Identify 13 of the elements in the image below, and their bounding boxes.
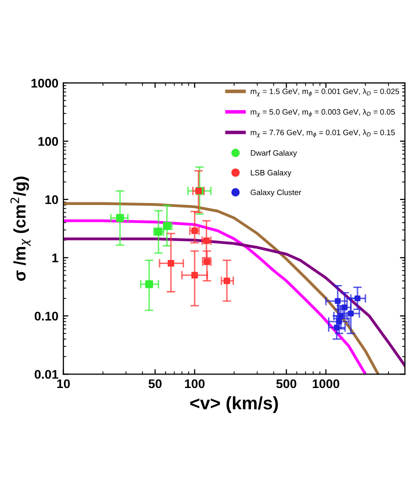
x-tick-label: 500 bbox=[276, 379, 296, 388]
y-axis-title: σ /m$_{χ}$ (cm$^{2}$/g) bbox=[10, 176, 31, 281]
y-tick-label: 1000 bbox=[32, 78, 58, 88]
y-tick-label: 0.10 bbox=[34, 312, 58, 321]
x-tick-label: 10 bbox=[57, 379, 70, 388]
x-tick-label: 50 bbox=[148, 379, 162, 388]
x-tick-label: 100 bbox=[185, 379, 205, 388]
y-tick-label: 100 bbox=[38, 137, 58, 146]
x-tick-label: 1000 bbox=[312, 379, 340, 388]
y-tick-label: 10 bbox=[45, 195, 58, 204]
x-axis-title: <v> (km/s) bbox=[190, 396, 278, 414]
y-tick-label: 0.01 bbox=[34, 370, 58, 379]
y-tick-label: 1 bbox=[52, 254, 58, 262]
